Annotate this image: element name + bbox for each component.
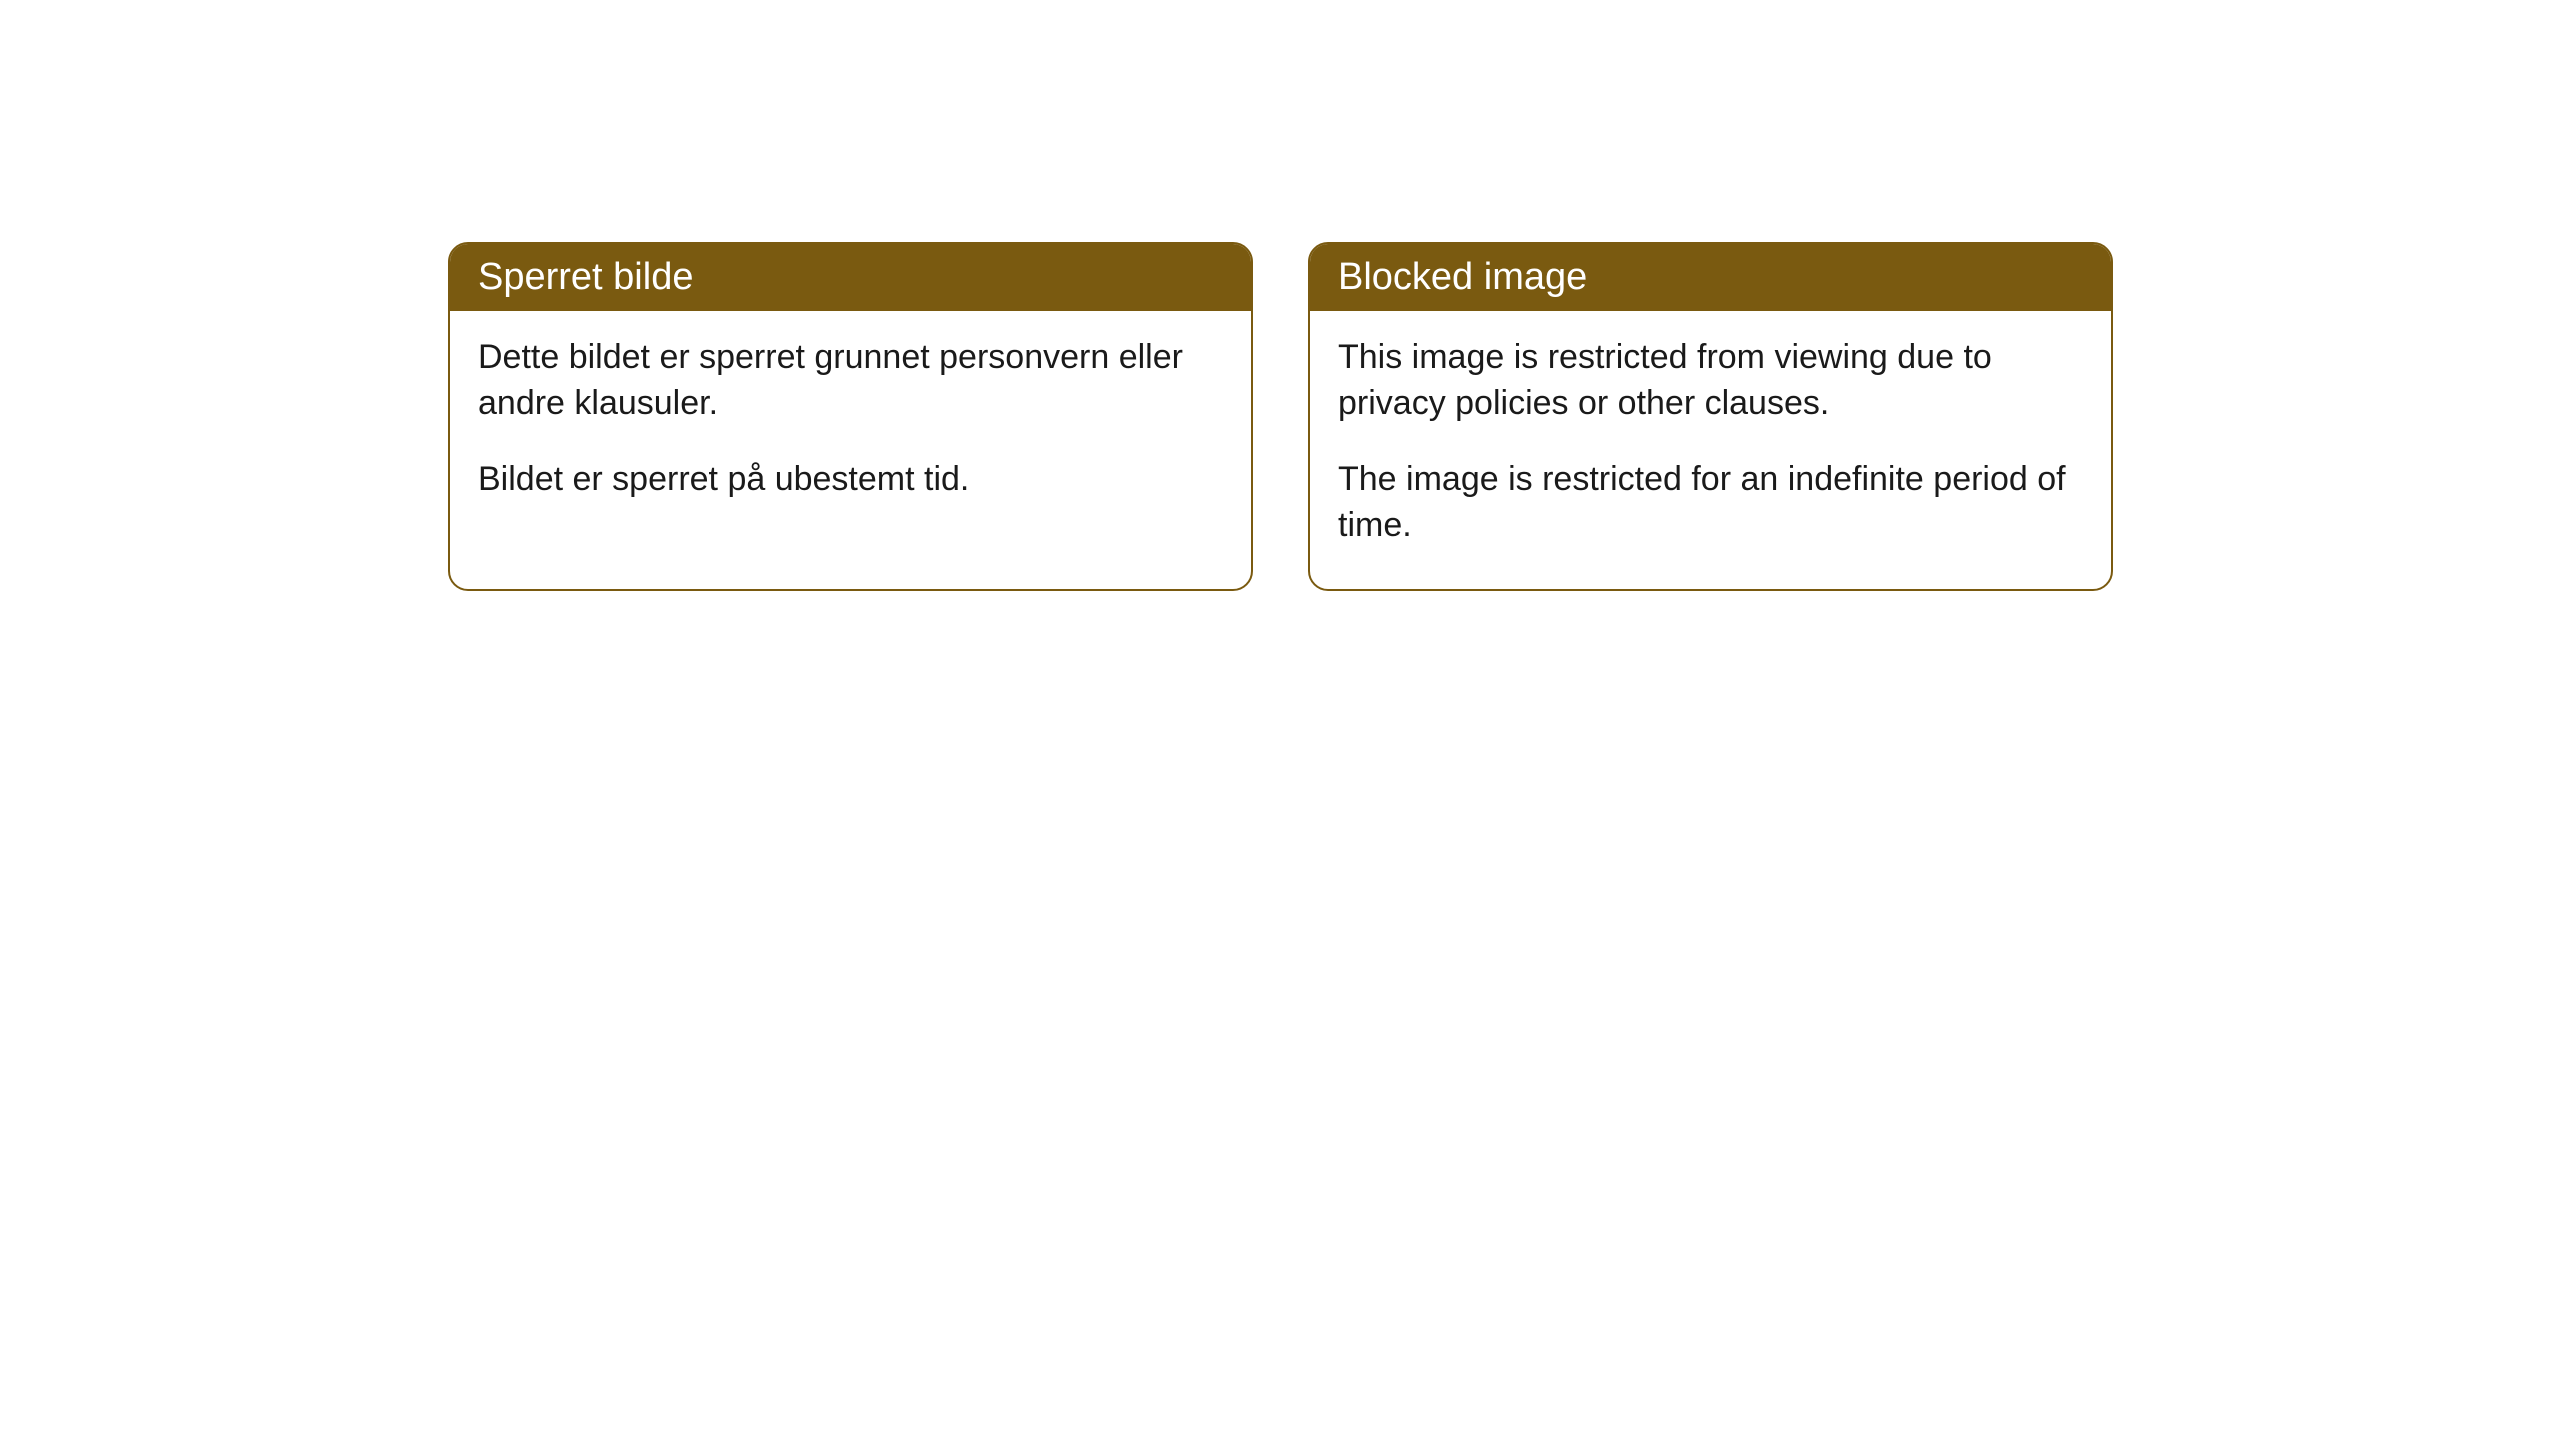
card-paragraph: Bildet er sperret på ubestemt tid. — [478, 457, 1223, 503]
card-body-norwegian: Dette bildet er sperret grunnet personve… — [450, 311, 1251, 543]
card-paragraph: The image is restricted for an indefinit… — [1338, 457, 2083, 549]
card-title: Sperret bilde — [478, 256, 693, 298]
card-body-english: This image is restricted from viewing du… — [1310, 311, 2111, 589]
card-paragraph: This image is restricted from viewing du… — [1338, 335, 2083, 427]
card-paragraph: Dette bildet er sperret grunnet personve… — [478, 335, 1223, 427]
cards-container: Sperret bilde Dette bildet er sperret gr… — [448, 242, 2113, 591]
card-norwegian: Sperret bilde Dette bildet er sperret gr… — [448, 242, 1253, 591]
card-title: Blocked image — [1338, 256, 1587, 298]
card-header-norwegian: Sperret bilde — [450, 244, 1251, 311]
card-header-english: Blocked image — [1310, 244, 2111, 311]
card-english: Blocked image This image is restricted f… — [1308, 242, 2113, 591]
